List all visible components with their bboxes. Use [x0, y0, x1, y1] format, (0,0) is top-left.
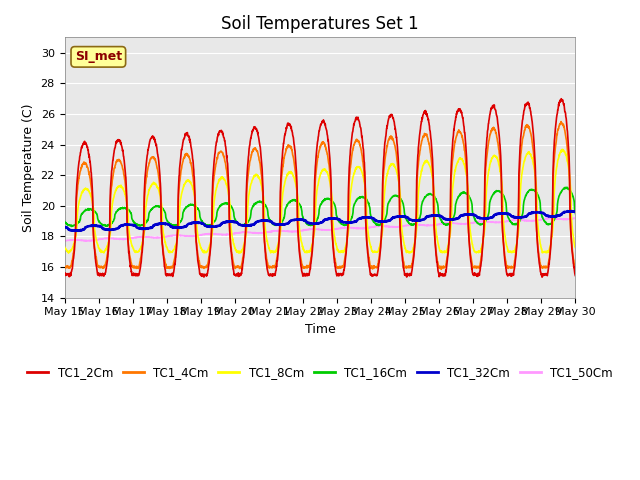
- TC1_50Cm: [527, 218, 534, 224]
- TC1_32Cm: [72, 228, 80, 234]
- TC1_32Cm: [346, 220, 353, 226]
- Legend: TC1_2Cm, TC1_4Cm, TC1_8Cm, TC1_16Cm, TC1_32Cm, TC1_50Cm: TC1_2Cm, TC1_4Cm, TC1_8Cm, TC1_16Cm, TC1…: [22, 361, 618, 384]
- TC1_32Cm: [468, 212, 476, 217]
- Y-axis label: Soil Temperature (C): Soil Temperature (C): [22, 103, 35, 232]
- TC1_50Cm: [468, 220, 476, 226]
- Line: TC1_16Cm: TC1_16Cm: [65, 187, 575, 227]
- TC1_4Cm: [468, 263, 476, 268]
- TC1_32Cm: [204, 224, 211, 229]
- TC1_16Cm: [527, 187, 534, 192]
- TC1_8Cm: [335, 249, 342, 255]
- TC1_4Cm: [527, 130, 534, 135]
- TC1_4Cm: [557, 119, 565, 124]
- TC1_16Cm: [61, 218, 68, 224]
- TC1_2Cm: [557, 96, 565, 102]
- TC1_50Cm: [572, 215, 579, 221]
- TC1_8Cm: [541, 249, 548, 254]
- TC1_4Cm: [572, 264, 579, 270]
- Text: SI_met: SI_met: [75, 50, 122, 63]
- Title: Soil Temperatures Set 1: Soil Temperatures Set 1: [221, 15, 419, 33]
- Line: TC1_2Cm: TC1_2Cm: [65, 99, 575, 277]
- TC1_2Cm: [527, 107, 534, 113]
- TC1_16Cm: [204, 222, 211, 228]
- TC1_8Cm: [61, 244, 68, 250]
- TC1_16Cm: [541, 218, 548, 224]
- TC1_2Cm: [346, 162, 353, 168]
- TC1_32Cm: [335, 216, 342, 222]
- TC1_2Cm: [335, 272, 342, 277]
- TC1_32Cm: [572, 209, 579, 215]
- TC1_50Cm: [203, 231, 211, 237]
- TC1_50Cm: [541, 216, 548, 222]
- TC1_4Cm: [438, 266, 445, 272]
- Line: TC1_8Cm: TC1_8Cm: [65, 149, 575, 253]
- TC1_4Cm: [335, 265, 342, 271]
- TC1_16Cm: [563, 184, 571, 190]
- TC1_2Cm: [538, 274, 546, 280]
- TC1_8Cm: [527, 152, 534, 157]
- Line: TC1_50Cm: TC1_50Cm: [65, 218, 575, 241]
- TC1_2Cm: [541, 272, 548, 278]
- TC1_2Cm: [203, 273, 211, 278]
- TC1_8Cm: [346, 204, 353, 209]
- TC1_4Cm: [541, 265, 548, 271]
- TC1_4Cm: [61, 265, 68, 271]
- TC1_32Cm: [527, 210, 534, 216]
- TC1_2Cm: [61, 271, 68, 276]
- TC1_16Cm: [335, 218, 342, 224]
- TC1_2Cm: [572, 273, 579, 279]
- TC1_50Cm: [346, 225, 353, 230]
- Line: TC1_32Cm: TC1_32Cm: [65, 211, 575, 231]
- TC1_50Cm: [572, 215, 579, 221]
- TC1_8Cm: [558, 146, 566, 152]
- TC1_32Cm: [541, 211, 548, 217]
- TC1_16Cm: [346, 218, 353, 224]
- TC1_16Cm: [572, 211, 579, 216]
- TC1_32Cm: [61, 224, 68, 230]
- TC1_4Cm: [203, 264, 211, 270]
- TC1_32Cm: [568, 208, 575, 214]
- TC1_4Cm: [346, 175, 353, 180]
- TC1_2Cm: [468, 266, 476, 272]
- TC1_50Cm: [335, 226, 342, 231]
- TC1_8Cm: [572, 245, 579, 251]
- TC1_8Cm: [65, 250, 72, 256]
- TC1_8Cm: [204, 248, 211, 254]
- TC1_16Cm: [68, 224, 76, 229]
- TC1_50Cm: [61, 239, 68, 244]
- TC1_16Cm: [468, 206, 476, 212]
- X-axis label: Time: Time: [305, 323, 335, 336]
- Line: TC1_4Cm: TC1_4Cm: [65, 121, 575, 269]
- TC1_8Cm: [468, 241, 476, 247]
